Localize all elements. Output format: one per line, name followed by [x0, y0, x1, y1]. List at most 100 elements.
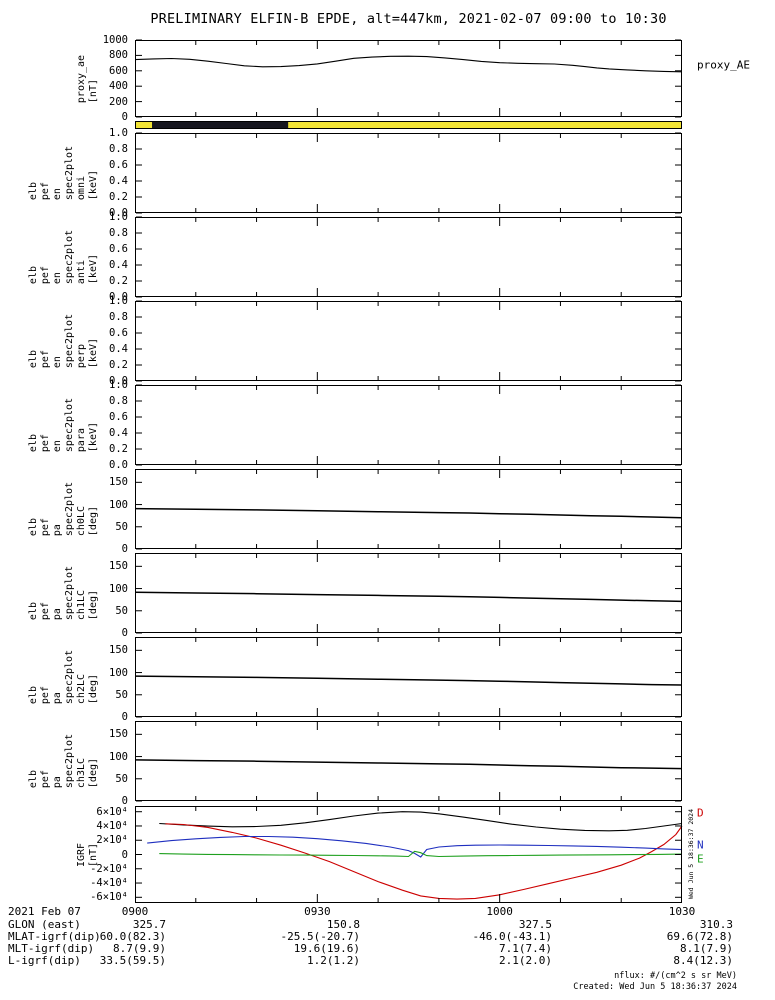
- pa_ch1-plot: [134, 553, 683, 634]
- metadata-value: -46.0(-43.1): [472, 930, 552, 943]
- y-tick-label: 0: [121, 110, 128, 123]
- x-tick-label: 0900: [121, 905, 149, 918]
- y-tick-label: 0.2: [109, 274, 128, 287]
- y-tick-label: 1000: [102, 33, 128, 46]
- y-tick-label: 1.0: [109, 126, 128, 139]
- y-tick-label: 0: [121, 626, 128, 639]
- igrf-d-label: D: [697, 806, 704, 820]
- y-tick-label: 0.0: [109, 290, 128, 303]
- en_anti-plot: [135, 216, 682, 298]
- metadata-value: 7.1(7.4): [499, 942, 552, 955]
- y-tick-label: 0.2: [109, 358, 128, 371]
- y-tick-label: 0: [121, 710, 128, 723]
- y-tick-label: -2×10⁴: [90, 862, 128, 875]
- metadata-table: GLON (east) 325.7 150.8 327.5 310.3 MLAT-igrf…: [0, 919, 775, 969]
- y-tick-label: 100: [109, 666, 128, 679]
- y-tick-label: 0.4: [109, 174, 128, 187]
- y-axis-label: elb pef en spec2plot para [keV]: [28, 397, 99, 453]
- metadata-row: L-igrf(dip) 33.5(59.5) 1.2(1.2) 2.1(2.0) 8.4…: [0, 955, 775, 967]
- y-axis-label: elb pef en spec2plot perp [keV]: [28, 313, 99, 369]
- metadata-row-label: MLAT-igrf(dip): [8, 930, 101, 943]
- panel-en-spec-para: 0.0 0.2 0.4 0.6 0.8 1.0 elb pef en spec2plot para[…: [28, 380, 682, 470]
- y-tick-label: 0.4: [109, 258, 128, 271]
- side-timestamp: Wed Jun 5 18:36:37 2024: [687, 809, 695, 900]
- y-tick-label: 800: [109, 49, 128, 62]
- footer-units-label: nflux: #/(cm^2 s sr MeV): [614, 971, 737, 981]
- metadata-value: -25.5(-20.7): [280, 930, 360, 943]
- y-tick-label: 0.2: [109, 190, 128, 203]
- y-tick-label: 200: [109, 95, 128, 108]
- y-tick-label: 150: [109, 476, 128, 489]
- pa_ch3-plot: [134, 721, 683, 802]
- igrf-plot: [135, 806, 683, 903]
- metadata-value: 33.5(59.5): [99, 954, 166, 967]
- metadata-row: MLT-igrf(dip) 8.7(9.9) 19.6(19.6) 7.1(7.4) 8…: [0, 943, 775, 955]
- y-tick-label: 150: [109, 560, 128, 573]
- y-tick-label: 1.0: [109, 294, 128, 307]
- igrf-n-label: N: [697, 838, 704, 852]
- y-tick-label: 0.8: [109, 142, 128, 155]
- y-tick-label: 6×10⁴: [96, 805, 128, 818]
- metadata-value: 8.4(12.3): [673, 954, 733, 967]
- y-axis-label: elb pef pa spec2plot ch3LC [deg]: [28, 733, 99, 789]
- y-tick-label: 1.0: [109, 210, 128, 223]
- y-tick-label: -4×10⁴: [90, 876, 128, 889]
- y-tick-label: 50: [115, 604, 128, 617]
- y-tick-label: 0.0: [109, 374, 128, 387]
- y-axis-label: elb pef pa spec2plot ch2LC [deg]: [28, 649, 99, 705]
- y-tick-label: 50: [115, 772, 128, 785]
- metadata-value: 310.3: [699, 918, 733, 931]
- y-tick-label: 0.8: [109, 310, 128, 323]
- x-tick-label: 1030: [668, 905, 696, 918]
- proxy-ae-series-label: proxy_AE: [697, 58, 750, 72]
- y-tick-label: 150: [109, 644, 128, 657]
- y-axis-label: elb pef en spec2plot anti [keV]: [28, 229, 99, 285]
- panel-igrf: -6×10⁴ -4×10⁴ -2×10⁴ 0 2×10⁴ 4×10⁴ 6×10⁴ IGRF [n…: [76, 806, 704, 903]
- y-axis-label: elb pef pa spec2plot ch0LC [deg]: [28, 481, 99, 537]
- date-label: 2021 Feb 07: [8, 905, 81, 918]
- y-axis-label: elb pef pa spec2plot ch1LC [deg]: [28, 565, 99, 621]
- metadata-value: 8.1(7.9): [680, 942, 733, 955]
- panel-pa-spec-ch1lc: 0 50 100 150 elb pef pa spec2plot ch1LC [deg]: [28, 553, 683, 638]
- metadata-value: 69.6(72.8): [666, 930, 733, 943]
- y-tick-label: 400: [109, 79, 128, 92]
- metadata-value: 325.7: [132, 918, 166, 931]
- y-tick-label: 0.2: [109, 442, 128, 455]
- mode-bar: [135, 121, 682, 129]
- footer-created-label: Created: Wed Jun 5 18:36:37 2024: [573, 982, 737, 992]
- y-tick-label: 0.6: [109, 326, 128, 339]
- pa_ch0-plot: [134, 469, 683, 550]
- metadata-row-label: L-igrf(dip): [8, 954, 81, 967]
- y-tick-label: 600: [109, 64, 128, 77]
- panel-pa-spec-ch3lc: 0 50 100 150 elb pef pa spec2plot ch3LC [deg]: [28, 721, 683, 806]
- metadata-row-label: MLT-igrf(dip): [8, 942, 95, 955]
- y-tick-label: 0.4: [109, 426, 128, 439]
- page-title: PRELIMINARY ELFIN-B EPDE, alt=447km, 202…: [150, 11, 667, 27]
- metadata-row: MLAT-igrf(dip) 60.0(82.3) -25.5(-20.7) -46.…: [0, 931, 775, 943]
- y-tick-label: 0.8: [109, 394, 128, 407]
- pa_ch2-plot: [134, 637, 683, 718]
- x-tick-label: 0930: [304, 905, 331, 918]
- metadata-value: 60.0(82.3): [99, 930, 166, 943]
- y-tick-label: 0.6: [109, 410, 128, 423]
- time-axis: 2021 Feb 07 0900 0930 1000 1030: [0, 905, 775, 918]
- metadata-value: 150.8: [326, 918, 360, 931]
- x-tick-label: 1000: [486, 905, 513, 918]
- y-tick-label: 0: [121, 848, 128, 861]
- y-tick-label: 50: [115, 688, 128, 701]
- panel-pa-spec-ch0lc: 0 50 100 150 elb pef pa spec2plot ch0LC [deg]: [28, 469, 683, 554]
- y-axis-label: proxy_ae [nT]: [76, 54, 99, 103]
- y-tick-label: -6×10⁴: [90, 891, 128, 904]
- y-axis-label: IGRF [nT]: [76, 842, 99, 867]
- y-tick-label: 0.6: [109, 242, 128, 255]
- panel-en-spec-omni: 0.0 0.2 0.4 0.6 0.8 1.0 elb pef en spec2plot omni[…: [28, 128, 682, 218]
- y-tick-label: 0.6: [109, 158, 128, 171]
- panel-en-spec-perp: 0.0 0.2 0.4 0.6 0.8 1.0 elb pef en spec2plot perp[…: [28, 296, 682, 386]
- y-tick-label: 1.0: [109, 378, 128, 391]
- y-tick-label: 2×10⁴: [96, 833, 128, 846]
- mode_bar-plot: [135, 121, 682, 129]
- y-tick-label: 0: [121, 542, 128, 555]
- y-tick-label: 150: [109, 728, 128, 741]
- y-tick-label: 0.0: [109, 458, 128, 471]
